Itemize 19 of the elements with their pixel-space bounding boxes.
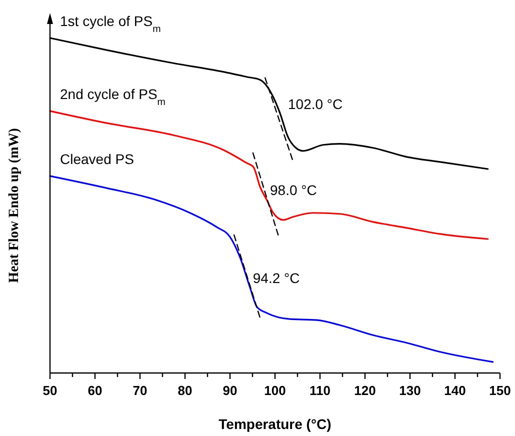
y-axis-title: Heat Flow Endo up (mW) [7,128,22,283]
series-label: 2nd cycle of PS$_{m}$ [60,86,166,108]
x-tick-label: 150 [489,383,511,398]
x-tick-label: 120 [354,383,376,398]
x-tick-label: 60 [88,383,102,398]
annotation: 98.0 °C [270,182,317,198]
x-tick-label: 70 [132,383,148,398]
x-tick-label: 100 [264,383,286,398]
x-tick-label: 90 [222,383,238,398]
annotation: 94.2 °C [252,270,300,286]
series-label: Cleaved PS [60,151,134,168]
legend-label: 1st cycle of PS$_{m}$ [60,13,161,34]
x-tick-label: 80 [178,383,192,398]
x-tick-label: 50 [42,383,58,398]
x-tick-label: 110 [310,383,330,398]
annotation: 102.0 °C [288,96,343,112]
x-axis-title: Temperature (°C) [218,416,332,432]
x-tick-label: 130 [399,383,421,398]
x-tick-label: 140 [444,383,466,398]
